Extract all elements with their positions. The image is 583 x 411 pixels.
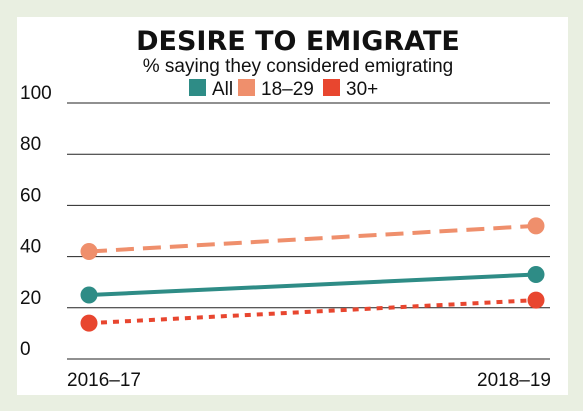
x-tick-label-0: 2016–17 <box>67 370 141 391</box>
data-point-1-0 <box>80 242 98 260</box>
legend-swatch-1 <box>238 79 255 96</box>
legend-swatch-2 <box>323 79 340 96</box>
chart-card: DESIRE TO EMIGRATE % saying they conside… <box>17 17 568 395</box>
data-point-1-1 <box>527 217 545 235</box>
chart-grid <box>67 102 550 360</box>
y-tick-label-20: 20 <box>20 288 41 309</box>
y-tick-label-40: 40 <box>20 237 41 258</box>
chart-series <box>80 217 545 332</box>
data-point-0-1 <box>527 266 545 284</box>
data-point-2-1 <box>527 291 545 309</box>
chart-legend: All 18–29 30+ <box>189 79 378 100</box>
legend-label-0: All <box>212 79 233 100</box>
data-point-0-0 <box>80 286 98 304</box>
legend-label-1: 18–29 <box>261 79 314 100</box>
chart-title: DESIRE TO EMIGRATE <box>136 26 460 57</box>
legend-label-2: 30+ <box>346 79 378 100</box>
chart-subtitle: % saying they considered emigrating <box>143 56 454 77</box>
series-line-0 <box>88 272 537 297</box>
y-tick-label-0: 0 <box>20 339 31 360</box>
x-axis-tick-labels: 2016–17 2018–19 <box>67 370 551 391</box>
series-line-2 <box>88 298 537 326</box>
legend-swatch-0 <box>189 79 206 96</box>
y-tick-label-60: 60 <box>20 185 41 206</box>
y-tick-label-80: 80 <box>20 134 41 155</box>
series-line-1 <box>88 223 537 254</box>
y-tick-label-100: 100 <box>20 83 52 104</box>
data-point-2-0 <box>80 314 98 332</box>
x-tick-label-1: 2018–19 <box>477 370 551 391</box>
line-chart: DESIRE TO EMIGRATE % saying they conside… <box>20 26 551 391</box>
y-axis-tick-labels: 100 80 60 40 20 0 <box>20 83 52 360</box>
